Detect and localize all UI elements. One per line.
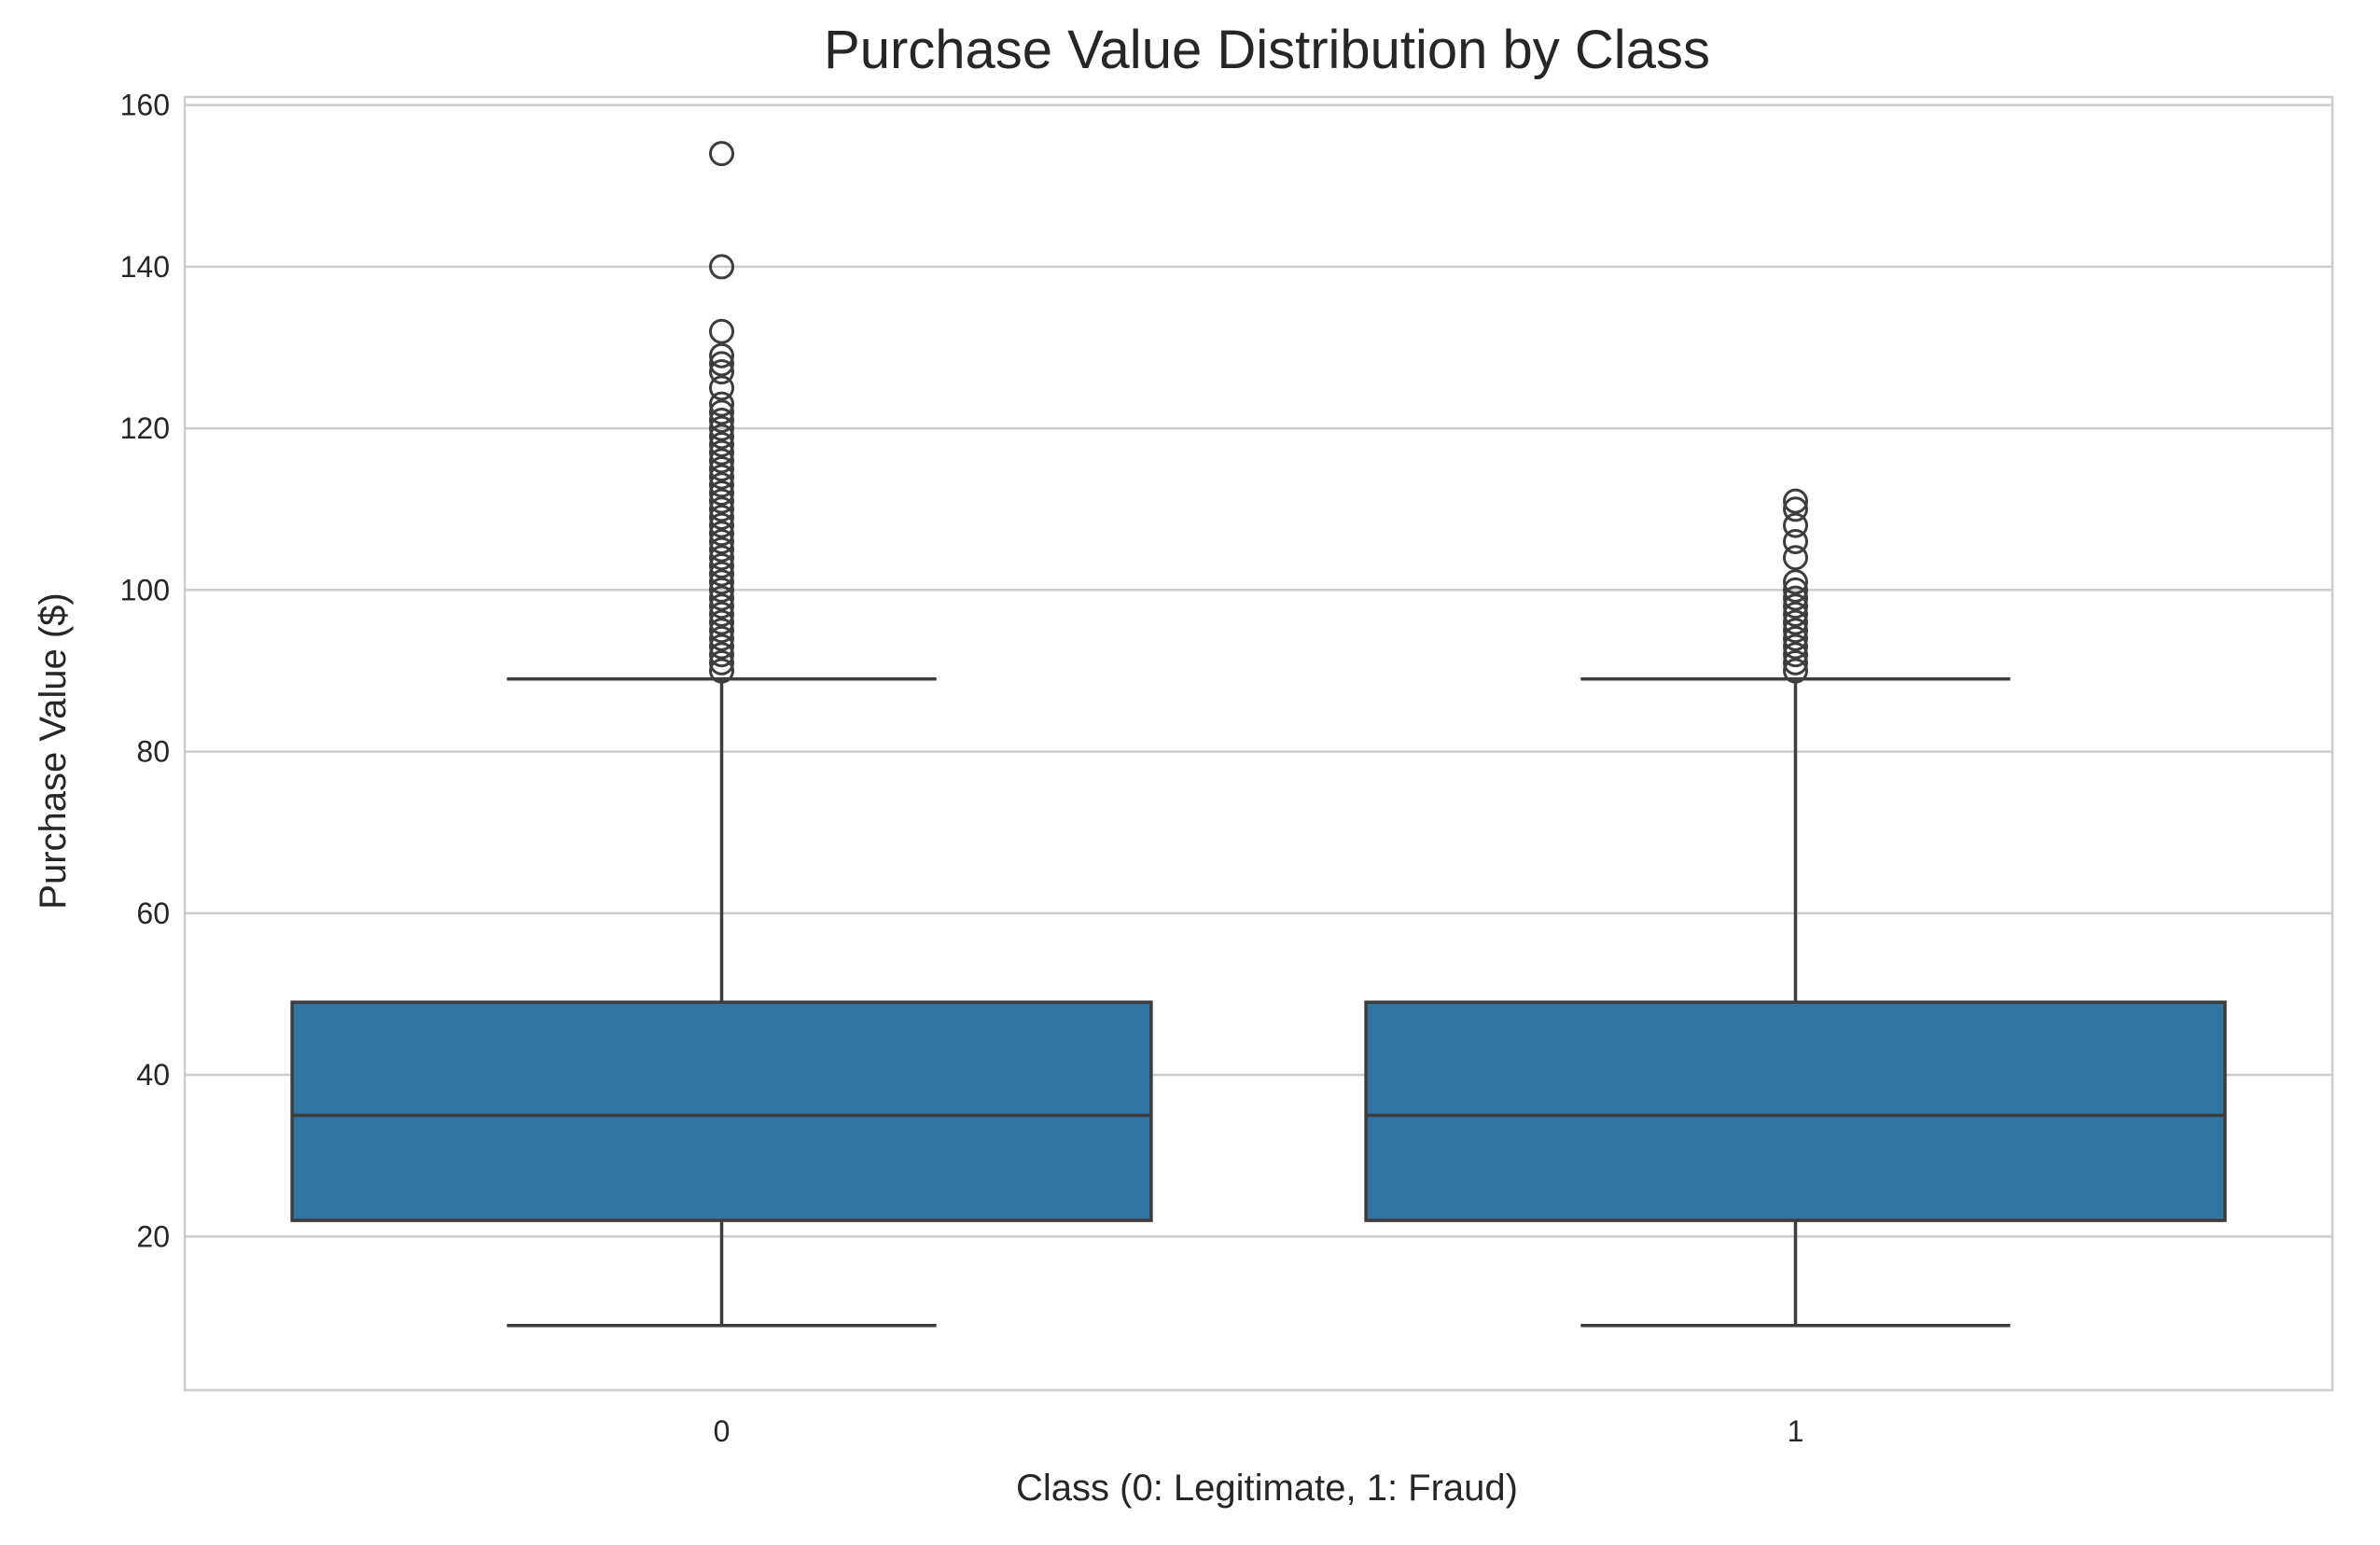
outlier-point <box>1783 512 1808 538</box>
outlier-point <box>709 351 734 377</box>
outlier-point <box>709 464 734 490</box>
outlier-point <box>1783 633 1808 660</box>
outlier-point <box>709 448 734 474</box>
chart-title: Purchase Value Distribution by Class <box>824 20 1710 80</box>
y-axis-label: Purchase Value ($) <box>33 592 74 909</box>
outlier-point <box>709 545 734 571</box>
iqr-box <box>290 1000 1153 1222</box>
y-tick-label: 60 <box>136 897 170 930</box>
outlier-point <box>1783 569 1808 595</box>
outlier-point <box>1783 528 1808 554</box>
outlier-point <box>1783 658 1808 684</box>
outlier-point <box>709 504 734 530</box>
y-tick-label: 40 <box>136 1058 170 1092</box>
outlier-point <box>1783 545 1808 571</box>
outlier-point <box>709 585 734 611</box>
outlier-point <box>709 593 734 619</box>
tick-labels: 20 40 60 80 100 120 140 160 0 1 <box>120 89 1804 1448</box>
outlier-point <box>1783 642 1808 668</box>
outlier-point <box>709 496 734 522</box>
outlier-point <box>709 561 734 587</box>
outlier-point <box>709 488 734 514</box>
outlier-point <box>1783 601 1808 627</box>
outlier-point <box>709 318 734 344</box>
y-tick-label: 80 <box>136 735 170 769</box>
outlier-point <box>709 552 734 578</box>
outlier-point <box>709 359 734 385</box>
outlier-point <box>709 472 734 498</box>
outlier-point <box>709 658 734 684</box>
outlier-point <box>709 633 734 660</box>
outlier-point <box>709 609 734 635</box>
plot-frame <box>183 95 2334 1392</box>
outlier-point <box>709 521 734 547</box>
outlier-point <box>709 512 734 538</box>
outlier-point <box>1783 609 1808 635</box>
outlier-point <box>709 439 734 466</box>
outlier-point <box>709 391 734 417</box>
outlier-point <box>1783 577 1808 603</box>
outlier-point <box>709 342 734 369</box>
outlier-point <box>709 618 734 644</box>
outlier-point <box>1783 585 1808 611</box>
outlier-point <box>1783 488 1808 514</box>
outlier-point <box>709 399 734 425</box>
outlier-point <box>709 415 734 441</box>
x-tick-label: 0 <box>714 1414 731 1448</box>
y-tick-label: 140 <box>120 250 170 284</box>
outlier-point <box>709 625 734 651</box>
outlier-point <box>709 642 734 668</box>
outlier-point <box>1783 618 1808 644</box>
outlier-point <box>709 141 734 167</box>
box-plot-1 <box>1364 488 2227 1328</box>
outlier-point <box>709 649 734 675</box>
outlier-point <box>709 455 734 481</box>
outlier-point <box>709 577 734 603</box>
box-plot-0 <box>290 141 1153 1328</box>
box-plots <box>290 141 2227 1328</box>
outlier-point <box>1783 625 1808 651</box>
outlier-point <box>709 569 734 595</box>
outlier-point <box>709 375 734 401</box>
iqr-box <box>1364 1000 2227 1222</box>
outlier-point <box>709 424 734 450</box>
outlier-point <box>709 601 734 627</box>
outlier-point <box>1783 649 1808 675</box>
y-tick-label: 160 <box>120 89 170 122</box>
outlier-point <box>1783 593 1808 619</box>
outlier-point <box>709 480 734 506</box>
outlier-point <box>709 408 734 433</box>
y-tick-label: 20 <box>136 1219 170 1253</box>
outlier-point <box>709 528 734 554</box>
outlier-point <box>709 431 734 457</box>
outlier-point <box>1783 496 1808 522</box>
x-axis-label: Class (0: Legitimate, 1: Fraud) <box>1016 1468 1518 1509</box>
y-tick-label: 100 <box>120 573 170 606</box>
x-tick-label: 1 <box>1788 1414 1804 1448</box>
outlier-point <box>709 254 734 280</box>
y-tick-label: 120 <box>120 411 170 445</box>
outlier-point <box>709 536 734 563</box>
